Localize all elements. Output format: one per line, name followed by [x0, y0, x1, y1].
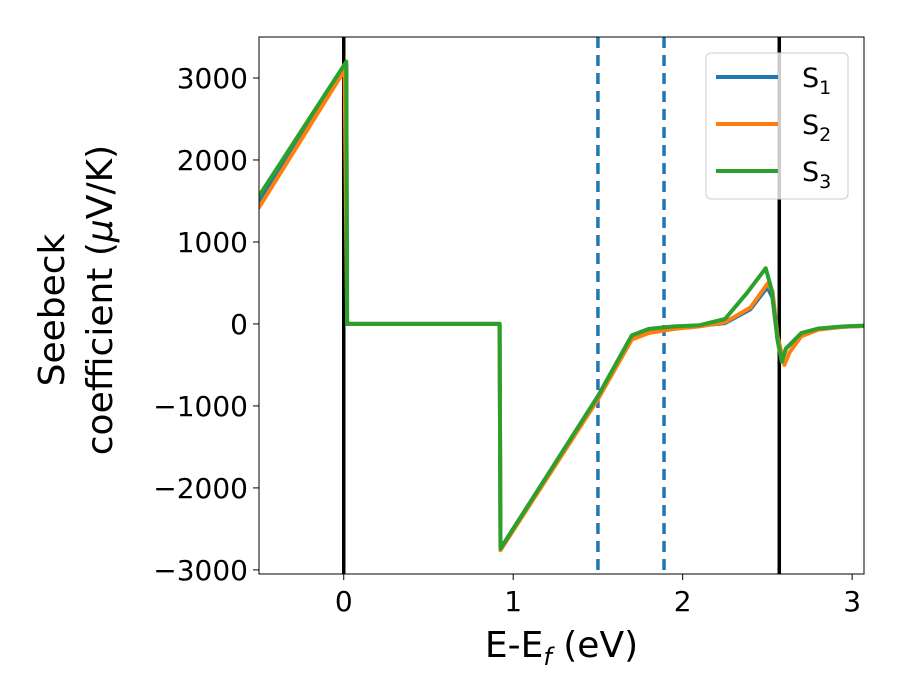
- series-line-s3: [259, 59, 864, 551]
- y-tick-label: 3000: [177, 62, 248, 95]
- x-tick-label: 2: [674, 585, 692, 618]
- x-axis-label-unit: (eV): [552, 625, 638, 666]
- y-tick-label: 1000: [177, 226, 248, 259]
- legend: S1 S2 S3: [705, 52, 849, 200]
- y-tick-label: 0: [230, 308, 248, 341]
- legend-name-s1: S: [802, 63, 819, 94]
- y-tick-label: −1000: [153, 390, 248, 423]
- x-axis-label: E-Ef (eV): [485, 625, 638, 671]
- legend-sub-s3: 3: [819, 171, 831, 193]
- y-axis-label-prefix: coefficient (: [80, 242, 121, 455]
- legend-name-s2: S: [802, 110, 819, 141]
- y-tick-label: 2000: [177, 144, 248, 177]
- legend-label-s2: S2: [802, 110, 831, 146]
- x-tick-label: 3: [843, 585, 861, 618]
- legend-label-s3: S3: [802, 157, 831, 193]
- legend-sub-s1: 1: [819, 77, 831, 99]
- x-axis-label-main: E-E: [485, 625, 543, 666]
- legend-label-s1: S1: [802, 63, 831, 99]
- y-axis-label-unit: V/K): [80, 145, 121, 219]
- plot-frame: [258, 36, 865, 575]
- y-tick-label: −3000: [153, 554, 248, 587]
- series-lines: [259, 59, 864, 553]
- y-axis-label-line2: coefficient (μV/K): [80, 145, 121, 455]
- x-tick-label: 0: [335, 585, 353, 618]
- y-axis-label-line1: Seebeck: [32, 233, 73, 386]
- legend-name-s3: S: [802, 157, 819, 188]
- x-tick-label: 1: [504, 585, 522, 618]
- axis-ticks: 0 1 2 3 3000 2000 1000 0 −1000 −2000 −3000: [153, 62, 861, 618]
- y-tick-label: −2000: [153, 472, 248, 505]
- legend-sub-s2: 2: [819, 124, 831, 146]
- y-axis-label-mu: μ: [80, 219, 121, 243]
